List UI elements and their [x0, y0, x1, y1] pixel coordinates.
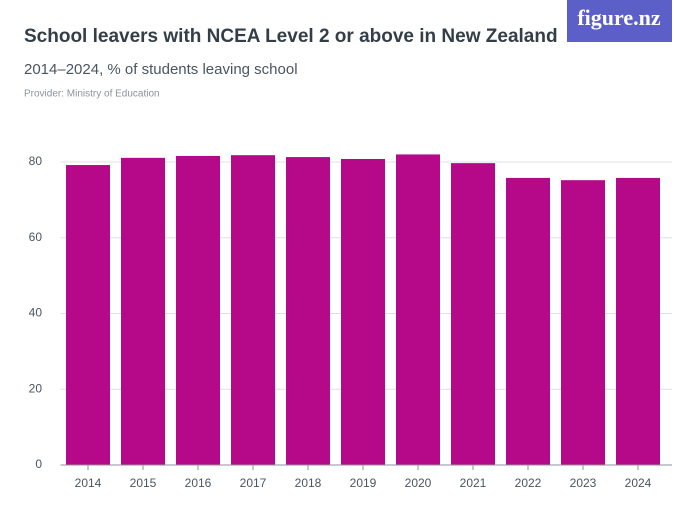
x-tick-label: 2015 [130, 476, 157, 490]
bar [506, 177, 550, 465]
y-tick-label: 60 [29, 230, 43, 244]
y-tick-label: 80 [29, 154, 43, 168]
bar [616, 177, 660, 465]
x-tick-label: 2018 [295, 476, 322, 490]
x-tick-label: 2023 [570, 476, 597, 490]
bar [176, 155, 220, 465]
x-tick-label: 2019 [350, 476, 377, 490]
bar [121, 157, 165, 466]
x-tick-label: 2017 [240, 476, 267, 490]
x-tick-label: 2022 [515, 476, 542, 490]
bar [286, 157, 330, 466]
chart-title: School leavers with NCEA Level 2 or abov… [24, 26, 558, 47]
x-tick-label: 2024 [625, 476, 652, 490]
bar [341, 158, 385, 465]
bar [396, 154, 440, 466]
chart-subtitle: 2014–2024, % of students leaving school [24, 61, 298, 78]
x-tick-label: 2016 [185, 476, 212, 490]
logo: figure.nz [577, 5, 661, 30]
x-tick-label: 2014 [75, 476, 102, 490]
x-tick-label: 2020 [405, 476, 432, 490]
bar [66, 165, 110, 465]
bar [231, 155, 275, 465]
y-tick-label: 20 [29, 381, 43, 395]
bar [451, 163, 495, 466]
bar [561, 180, 605, 465]
y-tick-label: 40 [29, 306, 43, 320]
provider: Provider: Ministry of Education [24, 89, 160, 100]
logo-box [567, 0, 672, 42]
y-tick-label: 0 [35, 457, 42, 471]
x-tick-label: 2021 [460, 476, 487, 490]
